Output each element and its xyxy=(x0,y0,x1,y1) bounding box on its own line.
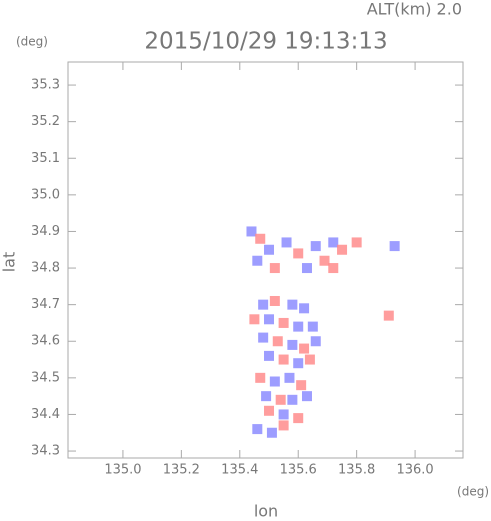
data-point xyxy=(284,372,295,383)
data-point xyxy=(278,317,289,328)
data-point xyxy=(249,314,260,325)
data-point xyxy=(307,321,318,332)
data-point xyxy=(281,237,292,248)
data-point xyxy=(266,427,277,438)
x-tick-label: 135.0 xyxy=(104,463,141,478)
data-point xyxy=(319,255,330,266)
data-point xyxy=(264,350,275,361)
data-point xyxy=(275,394,286,405)
data-point xyxy=(255,372,266,383)
data-point xyxy=(293,248,304,259)
y-tick-label: 34.7 xyxy=(31,297,60,312)
data-point xyxy=(252,424,263,435)
data-point xyxy=(272,336,283,347)
data-point xyxy=(301,263,312,274)
data-point xyxy=(310,336,321,347)
data-point xyxy=(304,354,315,365)
data-point xyxy=(389,241,400,252)
plot-frame xyxy=(67,61,464,459)
y-tick-label: 34.5 xyxy=(31,370,60,385)
data-point xyxy=(255,233,266,244)
data-point xyxy=(269,263,280,274)
x-axis-label: lon xyxy=(254,502,278,521)
data-point xyxy=(269,295,280,306)
data-point xyxy=(351,237,362,248)
y-tick-label: 34.4 xyxy=(31,407,60,422)
data-point xyxy=(293,321,304,332)
y-tick-label: 35.1 xyxy=(31,151,60,166)
y-tick-label: 35.2 xyxy=(31,114,60,129)
data-point xyxy=(287,394,298,405)
y-tick-label: 34.8 xyxy=(31,261,60,276)
y-tick-label: 34.6 xyxy=(31,334,60,349)
data-point xyxy=(264,405,275,416)
data-point xyxy=(299,303,310,314)
data-point xyxy=(264,244,275,255)
data-point xyxy=(293,413,304,424)
x-tick-label: 135.4 xyxy=(221,463,258,478)
data-point xyxy=(246,226,257,237)
data-point xyxy=(287,339,298,350)
data-point xyxy=(287,299,298,310)
y-tick-label: 35.0 xyxy=(31,187,60,202)
data-point xyxy=(278,420,289,431)
y-tick-label: 35.3 xyxy=(31,78,60,93)
x-tick-label: 135.6 xyxy=(280,463,317,478)
data-point xyxy=(296,380,307,391)
data-point xyxy=(278,409,289,420)
data-point xyxy=(264,314,275,325)
data-point xyxy=(299,343,310,354)
data-point xyxy=(293,358,304,369)
data-point xyxy=(310,241,321,252)
data-point xyxy=(258,332,269,343)
data-point xyxy=(301,391,312,402)
data-point xyxy=(269,376,280,387)
y-axis-label: lat xyxy=(0,252,19,273)
y-tick-label: 34.3 xyxy=(31,444,60,459)
x-unit: (deg) xyxy=(457,485,489,499)
data-point xyxy=(258,299,269,310)
data-point xyxy=(328,237,339,248)
chart-title: 2015/10/29 19:13:13 xyxy=(144,29,387,55)
x-tick-label: 136.0 xyxy=(396,463,433,478)
y-tick-label: 34.9 xyxy=(31,224,60,239)
data-point xyxy=(383,310,394,321)
data-point xyxy=(261,391,272,402)
x-tick-label: 135.2 xyxy=(163,463,200,478)
data-point xyxy=(337,244,348,255)
data-point xyxy=(278,354,289,365)
subtitle: ALT(km) 2.0 xyxy=(367,0,462,19)
x-tick-label: 135.8 xyxy=(338,463,375,478)
data-point xyxy=(328,263,339,274)
y-unit: (deg) xyxy=(16,35,48,49)
data-point xyxy=(252,255,263,266)
